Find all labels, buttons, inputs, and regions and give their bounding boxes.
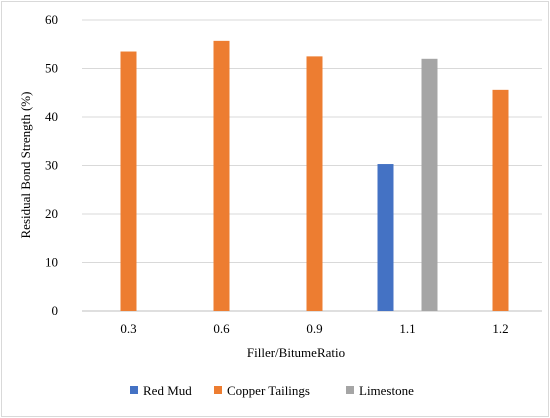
bar-copper-tailings — [120, 51, 137, 312]
legend-swatch — [346, 386, 354, 394]
bar-copper-tailings — [213, 40, 230, 311]
x-tick-label: 0.3 — [120, 321, 136, 336]
bar-limestone — [421, 58, 438, 311]
y-tick-label: 50 — [45, 61, 58, 76]
y-tick-label: 40 — [45, 109, 58, 124]
y-tick-labels: 0 10 20 30 40 50 60 — [45, 12, 58, 318]
y-tick-label: 0 — [52, 303, 59, 318]
y-tick-label: 20 — [45, 206, 58, 221]
y-tick-label: 10 — [45, 255, 58, 270]
bars — [120, 40, 509, 312]
legend-label: Copper Tailings — [227, 383, 310, 398]
x-tick-label: 0.6 — [213, 321, 230, 336]
x-axis-title: Filler/BitumeRatio — [247, 345, 345, 360]
bar-red-mud — [377, 164, 394, 311]
y-tick-label: 30 — [45, 158, 58, 173]
legend-label: Red Mud — [143, 383, 192, 398]
bar-copper-tailings — [492, 89, 509, 311]
y-tick-label: 60 — [45, 12, 58, 27]
legend-swatch — [130, 386, 138, 394]
x-tick-label: 1.2 — [492, 321, 508, 336]
bar-copper-tailings — [306, 56, 323, 311]
legend-swatch — [214, 386, 222, 394]
legend: Red Mud Copper Tailings Limestone — [130, 383, 414, 398]
x-tick-label: 1.1 — [399, 321, 415, 336]
x-tick-labels: 0.3 0.6 0.9 1.1 1.2 — [120, 321, 508, 336]
x-tick-label: 0.9 — [306, 321, 322, 336]
y-axis-title: Residual Bond Strength (%) — [18, 92, 33, 239]
legend-label: Limestone — [359, 383, 414, 398]
